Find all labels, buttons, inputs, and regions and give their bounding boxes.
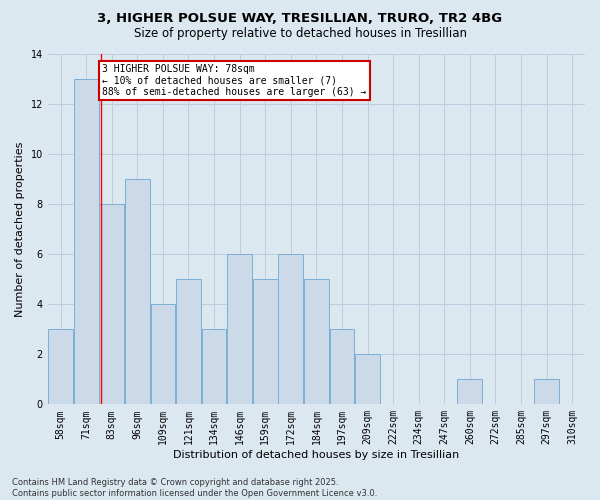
Bar bbox=[329, 330, 355, 404]
Text: 3 HIGHER POLSUE WAY: 78sqm
← 10% of detached houses are smaller (7)
88% of semi-: 3 HIGHER POLSUE WAY: 78sqm ← 10% of deta… bbox=[103, 64, 367, 97]
Bar bbox=[304, 279, 329, 404]
Text: Contains HM Land Registry data © Crown copyright and database right 2025.
Contai: Contains HM Land Registry data © Crown c… bbox=[12, 478, 377, 498]
Bar bbox=[202, 330, 226, 404]
Bar bbox=[355, 354, 380, 405]
Bar bbox=[253, 279, 278, 404]
Bar bbox=[100, 204, 124, 404]
Y-axis label: Number of detached properties: Number of detached properties bbox=[15, 142, 25, 317]
Bar bbox=[278, 254, 303, 404]
X-axis label: Distribution of detached houses by size in Tresillian: Distribution of detached houses by size … bbox=[173, 450, 460, 460]
Bar bbox=[176, 279, 201, 404]
Bar bbox=[151, 304, 175, 404]
Bar bbox=[125, 179, 150, 404]
Bar bbox=[227, 254, 252, 404]
Text: Size of property relative to detached houses in Tresillian: Size of property relative to detached ho… bbox=[133, 28, 467, 40]
Bar bbox=[534, 380, 559, 404]
Text: 3, HIGHER POLSUE WAY, TRESILLIAN, TRURO, TR2 4BG: 3, HIGHER POLSUE WAY, TRESILLIAN, TRURO,… bbox=[97, 12, 503, 26]
Bar bbox=[457, 380, 482, 404]
Bar bbox=[48, 330, 73, 404]
Bar bbox=[74, 79, 98, 404]
